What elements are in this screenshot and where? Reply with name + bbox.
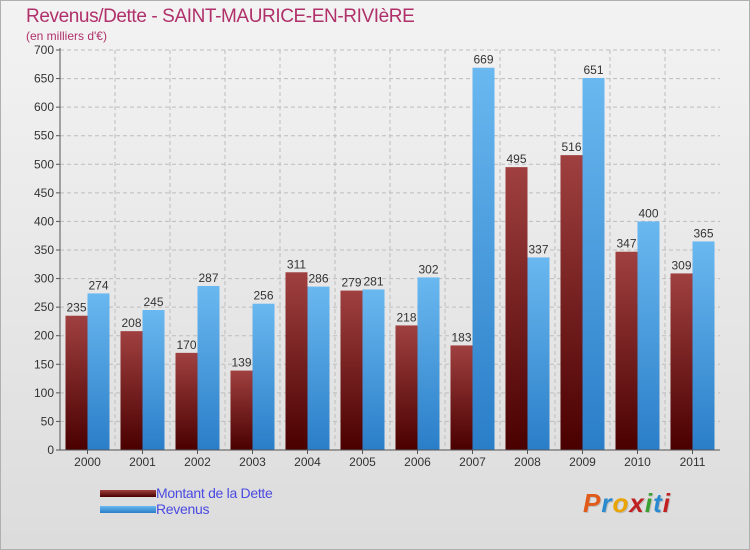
data-label-dette-2004: 311 (287, 257, 306, 271)
data-label-dette-2001: 208 (121, 316, 141, 330)
bar-revenus-2008 (527, 257, 550, 450)
data-label-revenus-2011: 365 (693, 226, 713, 240)
y-tick-label: 650 (34, 72, 54, 86)
bar-revenus-2009 (582, 78, 605, 450)
y-tick-label: 700 (34, 43, 54, 57)
data-label-revenus-2000: 274 (88, 278, 108, 292)
data-label-dette-2006: 218 (396, 310, 416, 324)
data-label-revenus-2008: 337 (528, 242, 548, 256)
bar-revenus-2001 (142, 310, 165, 450)
y-tick-label: 150 (34, 357, 54, 371)
x-tick-label-2007: 2007 (459, 455, 486, 469)
bars (65, 67, 715, 450)
y-tick-label: 200 (34, 329, 54, 343)
bar-dette-2010 (615, 251, 638, 450)
legend-swatch-revenus (100, 506, 156, 513)
data-label-dette-2005: 279 (341, 276, 361, 290)
bar-revenus-2000 (87, 293, 110, 450)
bar-dette-2002 (175, 352, 198, 450)
bar-dette-2009 (560, 155, 583, 450)
bar-dette-2011 (670, 273, 693, 450)
data-label-dette-2009: 516 (561, 140, 581, 154)
data-label-dette-2002: 170 (176, 338, 196, 352)
x-tick-label-2006: 2006 (404, 455, 431, 469)
data-label-revenus-2001: 245 (143, 295, 163, 309)
bar-dette-2004 (285, 272, 308, 450)
x-tick-label-2000: 2000 (74, 455, 101, 469)
bar-dette-2001 (120, 331, 143, 450)
x-tick-label-2002: 2002 (184, 455, 211, 469)
data-label-dette-2000: 235 (66, 301, 86, 315)
bar-revenus-2006 (417, 277, 440, 450)
data-label-revenus-2006: 302 (418, 262, 438, 276)
bar-dette-2006 (395, 325, 418, 450)
y-tick-label: 500 (34, 157, 54, 171)
bar-revenus-2010 (637, 221, 660, 450)
legend-label-revenus: Revenus (156, 501, 210, 517)
data-label-revenus-2009: 651 (583, 63, 603, 77)
data-label-dette-2008: 495 (506, 152, 526, 166)
grid (60, 49, 720, 450)
x-tick-label-2005: 2005 (349, 455, 376, 469)
data-label-revenus-2003: 256 (253, 289, 273, 303)
x-tick-label-2010: 2010 (624, 455, 651, 469)
data-label-revenus-2010: 400 (638, 206, 658, 220)
x-tick-label-2008: 2008 (514, 455, 541, 469)
y-tick-label: 0 (47, 443, 54, 457)
x-tick-label-2011: 2011 (680, 455, 706, 469)
x-tick-label-2003: 2003 (239, 455, 266, 469)
bar-revenus-2003 (252, 303, 275, 450)
chart-title: Revenus/Dette - SAINT-MAURICE-EN-RIVIèRE (26, 6, 415, 27)
bar-dette-2008 (505, 167, 528, 450)
bar-dette-2000 (65, 315, 88, 450)
y-tick-label: 350 (34, 243, 54, 257)
y-tick-label: 250 (34, 300, 54, 314)
y-tick-label: 600 (34, 100, 54, 114)
bar-dette-2003 (230, 370, 253, 450)
data-label-dette-2007: 183 (451, 330, 471, 344)
data-label-dette-2003: 139 (231, 356, 251, 370)
data-label-revenus-2002: 287 (198, 271, 218, 285)
bar-revenus-2004 (307, 286, 330, 450)
bar-revenus-2002 (197, 286, 220, 450)
legend-label-dette: Montant de la Dette (156, 485, 273, 501)
x-tick-label-2004: 2004 (294, 455, 321, 469)
data-label-dette-2011: 309 (671, 258, 691, 272)
data-label-dette-2010: 347 (616, 237, 636, 251)
bar-dette-2007 (450, 345, 473, 450)
y-tick-label: 100 (34, 386, 54, 400)
x-tick-label-2009: 2009 (569, 455, 596, 469)
y-tick-label: 400 (34, 214, 54, 228)
data-label-revenus-2007: 669 (473, 53, 493, 67)
axes: 0 50 100 150 200 250 300 350 400 450 500 550 600 650 7… (34, 43, 720, 469)
y-tick-label: 50 (41, 414, 55, 428)
bar-dette-2005 (340, 290, 363, 450)
data-label-revenus-2004: 286 (308, 272, 328, 286)
bar-revenus-2011 (692, 241, 715, 450)
bar-revenus-2007 (472, 67, 495, 450)
x-tick-label-2001: 2001 (129, 455, 156, 469)
y-tick-label: 550 (34, 129, 54, 143)
bar-revenus-2005 (362, 289, 385, 450)
data-label-revenus-2005: 281 (363, 274, 383, 288)
chart-subtitle: (en milliers d'€) (26, 29, 107, 43)
legend-swatch-dette (100, 490, 156, 497)
proxiti-logo: Proxiti (583, 488, 671, 518)
y-tick-label: 300 (34, 272, 54, 286)
y-tick-label: 450 (34, 186, 54, 200)
